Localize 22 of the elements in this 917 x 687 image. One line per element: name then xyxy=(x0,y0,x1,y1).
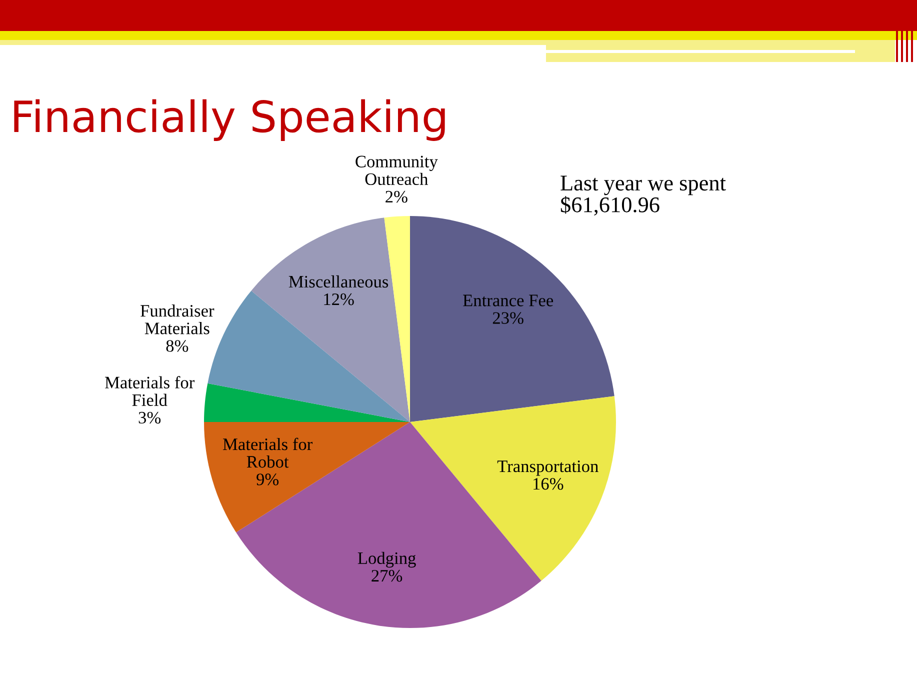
slice-label: Transportation xyxy=(497,460,598,476)
data-label: 9% xyxy=(256,474,279,486)
slice-label: Fundraiser Materials xyxy=(140,304,214,334)
slice-label: Materials for Robot xyxy=(222,438,312,468)
data-label: 27% xyxy=(372,570,402,582)
text: Last year we spent $61,610.96 xyxy=(560,176,726,216)
slice-label: Materials for Field xyxy=(105,376,195,406)
pie-slice xyxy=(204,422,410,532)
data-label: 3% xyxy=(138,412,161,424)
pie-slice xyxy=(251,218,410,422)
slice-label: Lodging xyxy=(358,552,416,568)
data-label: 16% xyxy=(534,478,564,490)
pie-slice xyxy=(410,216,614,422)
chart-title: Financially Speaking xyxy=(14,99,445,141)
data-label: 2% xyxy=(386,190,408,203)
data-label: 8% xyxy=(166,340,188,352)
data-label: 12% xyxy=(324,293,354,306)
slice-label: Miscellaneous xyxy=(288,275,388,288)
pie-slice xyxy=(204,383,410,422)
slice-label: Entrance Fee xyxy=(463,294,554,306)
slice-label: Community Outreach xyxy=(356,156,438,186)
data-label: 23% xyxy=(492,312,524,324)
